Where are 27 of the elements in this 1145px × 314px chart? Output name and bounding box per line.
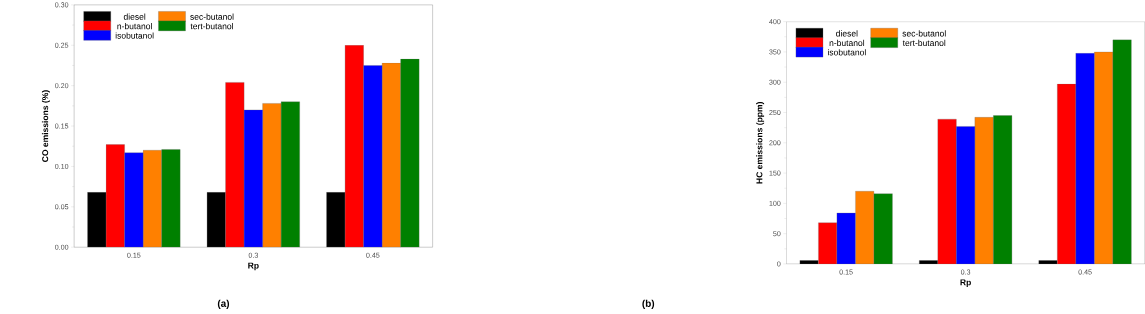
bar — [836, 212, 856, 264]
bar — [937, 119, 957, 264]
legend-label: n-butanol — [117, 22, 152, 30]
x-axis-title: Rp — [960, 279, 971, 287]
text: (b) — [642, 299, 655, 309]
bar — [855, 191, 875, 264]
text: (a) — [217, 299, 230, 309]
legend-label: sec-butanol — [190, 13, 234, 20]
bar — [956, 126, 975, 264]
x-axis-title: Rp — [248, 262, 259, 271]
bar — [1075, 52, 1095, 264]
legend-label: diesel — [123, 13, 146, 20]
y-axis-title: CO emissions (%) — [41, 90, 50, 162]
legend-label: tert-butanol — [190, 22, 233, 30]
bar — [1112, 39, 1132, 264]
y-axis-title: HC emissions (ppm) — [756, 101, 765, 184]
legend-label: tert-butanol — [902, 39, 946, 46]
legend-label: sec-butanol — [902, 30, 946, 37]
legend-label: isobutanol — [115, 32, 154, 39]
bar — [873, 193, 893, 264]
legend-label: diesel — [836, 30, 858, 37]
bar — [1057, 83, 1076, 264]
legend-label: n-butanol — [829, 39, 865, 46]
legend-label: isobutanol — [828, 49, 866, 56]
bar — [993, 115, 1012, 264]
bar — [974, 117, 994, 264]
bar — [1094, 51, 1114, 264]
